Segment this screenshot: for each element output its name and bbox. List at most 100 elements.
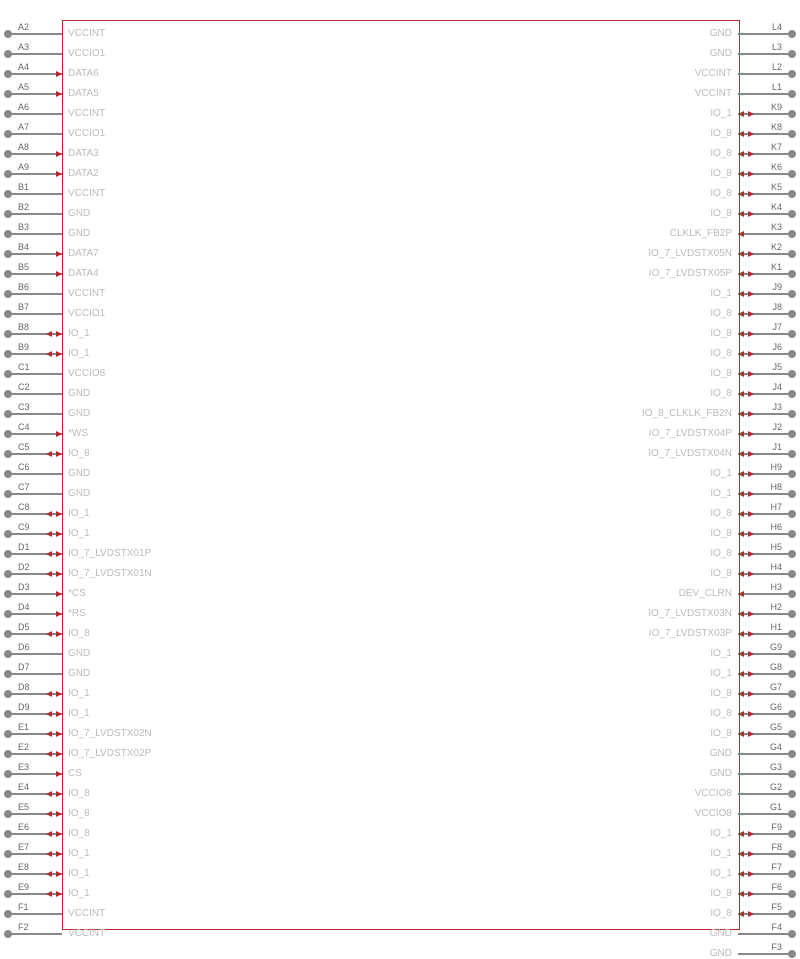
- pin-arrow: [56, 851, 62, 857]
- pin-number: H7: [770, 502, 782, 512]
- pin-arrow: [56, 691, 62, 697]
- pin-arrow: [748, 431, 754, 437]
- pin-label: IO_7_LVDSTX01P: [68, 548, 151, 559]
- pin-dot: [4, 50, 12, 58]
- pin-number: C4: [18, 422, 30, 432]
- pin-line: [12, 113, 62, 115]
- pin-number: G8: [770, 662, 782, 672]
- pin-line: [738, 753, 788, 755]
- pin-arrow: [738, 311, 744, 317]
- pin-line: [12, 673, 62, 675]
- pin-line: [738, 873, 788, 875]
- pin-arrow: [738, 251, 744, 257]
- pin-line: [12, 593, 62, 595]
- pin-dot: [788, 250, 796, 258]
- pin-line: [738, 133, 788, 135]
- pin-dot: [4, 590, 12, 598]
- pin-arrow: [56, 891, 62, 897]
- pin-line: [12, 493, 62, 495]
- pin-dot: [788, 70, 796, 78]
- pin-number: F8: [771, 842, 782, 852]
- pin-arrow: [748, 571, 754, 577]
- pin-arrow: [748, 411, 754, 417]
- pin-dot: [4, 210, 12, 218]
- pin-line: [12, 893, 62, 895]
- pin-label: DATA5: [68, 88, 99, 99]
- pin-arrow: [56, 551, 62, 557]
- pin-number: D9: [18, 702, 30, 712]
- pin-label: IO_1: [710, 648, 732, 659]
- pin-arrow: [56, 871, 62, 877]
- pin-number: A6: [18, 102, 29, 112]
- pin-arrow: [738, 471, 744, 477]
- pin-label: IO_8: [710, 568, 732, 579]
- pin-arrow: [748, 151, 754, 157]
- pin-dot: [788, 650, 796, 658]
- pin-number: E6: [18, 822, 29, 832]
- pin-dot: [788, 210, 796, 218]
- pin-dot: [788, 110, 796, 118]
- pin-label: CLKLK_FB2P: [670, 228, 732, 239]
- pin-number: F7: [771, 862, 782, 872]
- pin-label: IO_8: [710, 728, 732, 739]
- pin-line: [738, 493, 788, 495]
- pin-number: D7: [18, 662, 30, 672]
- pin-arrow: [748, 391, 754, 397]
- pin-dot: [788, 550, 796, 558]
- pin-dot: [4, 350, 12, 358]
- pin-number: B5: [18, 262, 29, 272]
- pin-label: IO_8: [710, 308, 732, 319]
- pin-arrow: [46, 451, 52, 457]
- pin-number: G3: [770, 762, 782, 772]
- pin-number: H8: [770, 482, 782, 492]
- pin-number: J1: [772, 442, 782, 452]
- pin-dot: [788, 570, 796, 578]
- pin-dot: [4, 630, 12, 638]
- pin-line: [12, 693, 62, 695]
- pin-dot: [4, 550, 12, 558]
- pin-dot: [4, 90, 12, 98]
- pin-line: [738, 413, 788, 415]
- pin-arrow: [738, 131, 744, 137]
- pin-arrow: [748, 851, 754, 857]
- pin-label: GND: [710, 48, 732, 59]
- pin-line: [12, 293, 62, 295]
- pin-arrow: [46, 731, 52, 737]
- pin-number: J5: [772, 362, 782, 372]
- pin-arrow: [748, 871, 754, 877]
- pin-label: IO_8: [710, 328, 732, 339]
- pin-arrow: [748, 171, 754, 177]
- pin-line: [738, 833, 788, 835]
- pin-label: GND: [710, 948, 732, 959]
- pin-label: GND: [68, 468, 90, 479]
- pin-label: IO_1: [68, 688, 90, 699]
- pin-number: F3: [771, 942, 782, 952]
- pin-line: [12, 153, 62, 155]
- pin-label: IO_7_LVDSTX03P: [649, 628, 732, 639]
- pin-line: [12, 753, 62, 755]
- pin-label: IO_7_LVDSTX04N: [648, 448, 732, 459]
- pin-arrow: [738, 511, 744, 517]
- pin-arrow: [46, 851, 52, 857]
- pin-dot: [788, 490, 796, 498]
- pin-dot: [4, 410, 12, 418]
- pin-arrow: [56, 511, 62, 517]
- pin-number: G1: [770, 802, 782, 812]
- pin-number: H6: [770, 522, 782, 532]
- pin-dot: [4, 670, 12, 678]
- pin-arrow: [738, 191, 744, 197]
- pin-arrow: [738, 671, 744, 677]
- pin-label: IO_8: [710, 208, 732, 219]
- pin-label: IO_1: [710, 828, 732, 839]
- pin-dot: [4, 430, 12, 438]
- pin-line: [738, 573, 788, 575]
- pin-line: [12, 173, 62, 175]
- pin-arrow: [46, 511, 52, 517]
- pin-line: [738, 73, 788, 75]
- pin-line: [738, 553, 788, 555]
- pin-number: H3: [770, 582, 782, 592]
- pin-number: F1: [18, 902, 29, 912]
- pin-label: IO_7_LVDSTX03N: [648, 608, 732, 619]
- pin-number: B8: [18, 322, 29, 332]
- pin-number: A2: [18, 22, 29, 32]
